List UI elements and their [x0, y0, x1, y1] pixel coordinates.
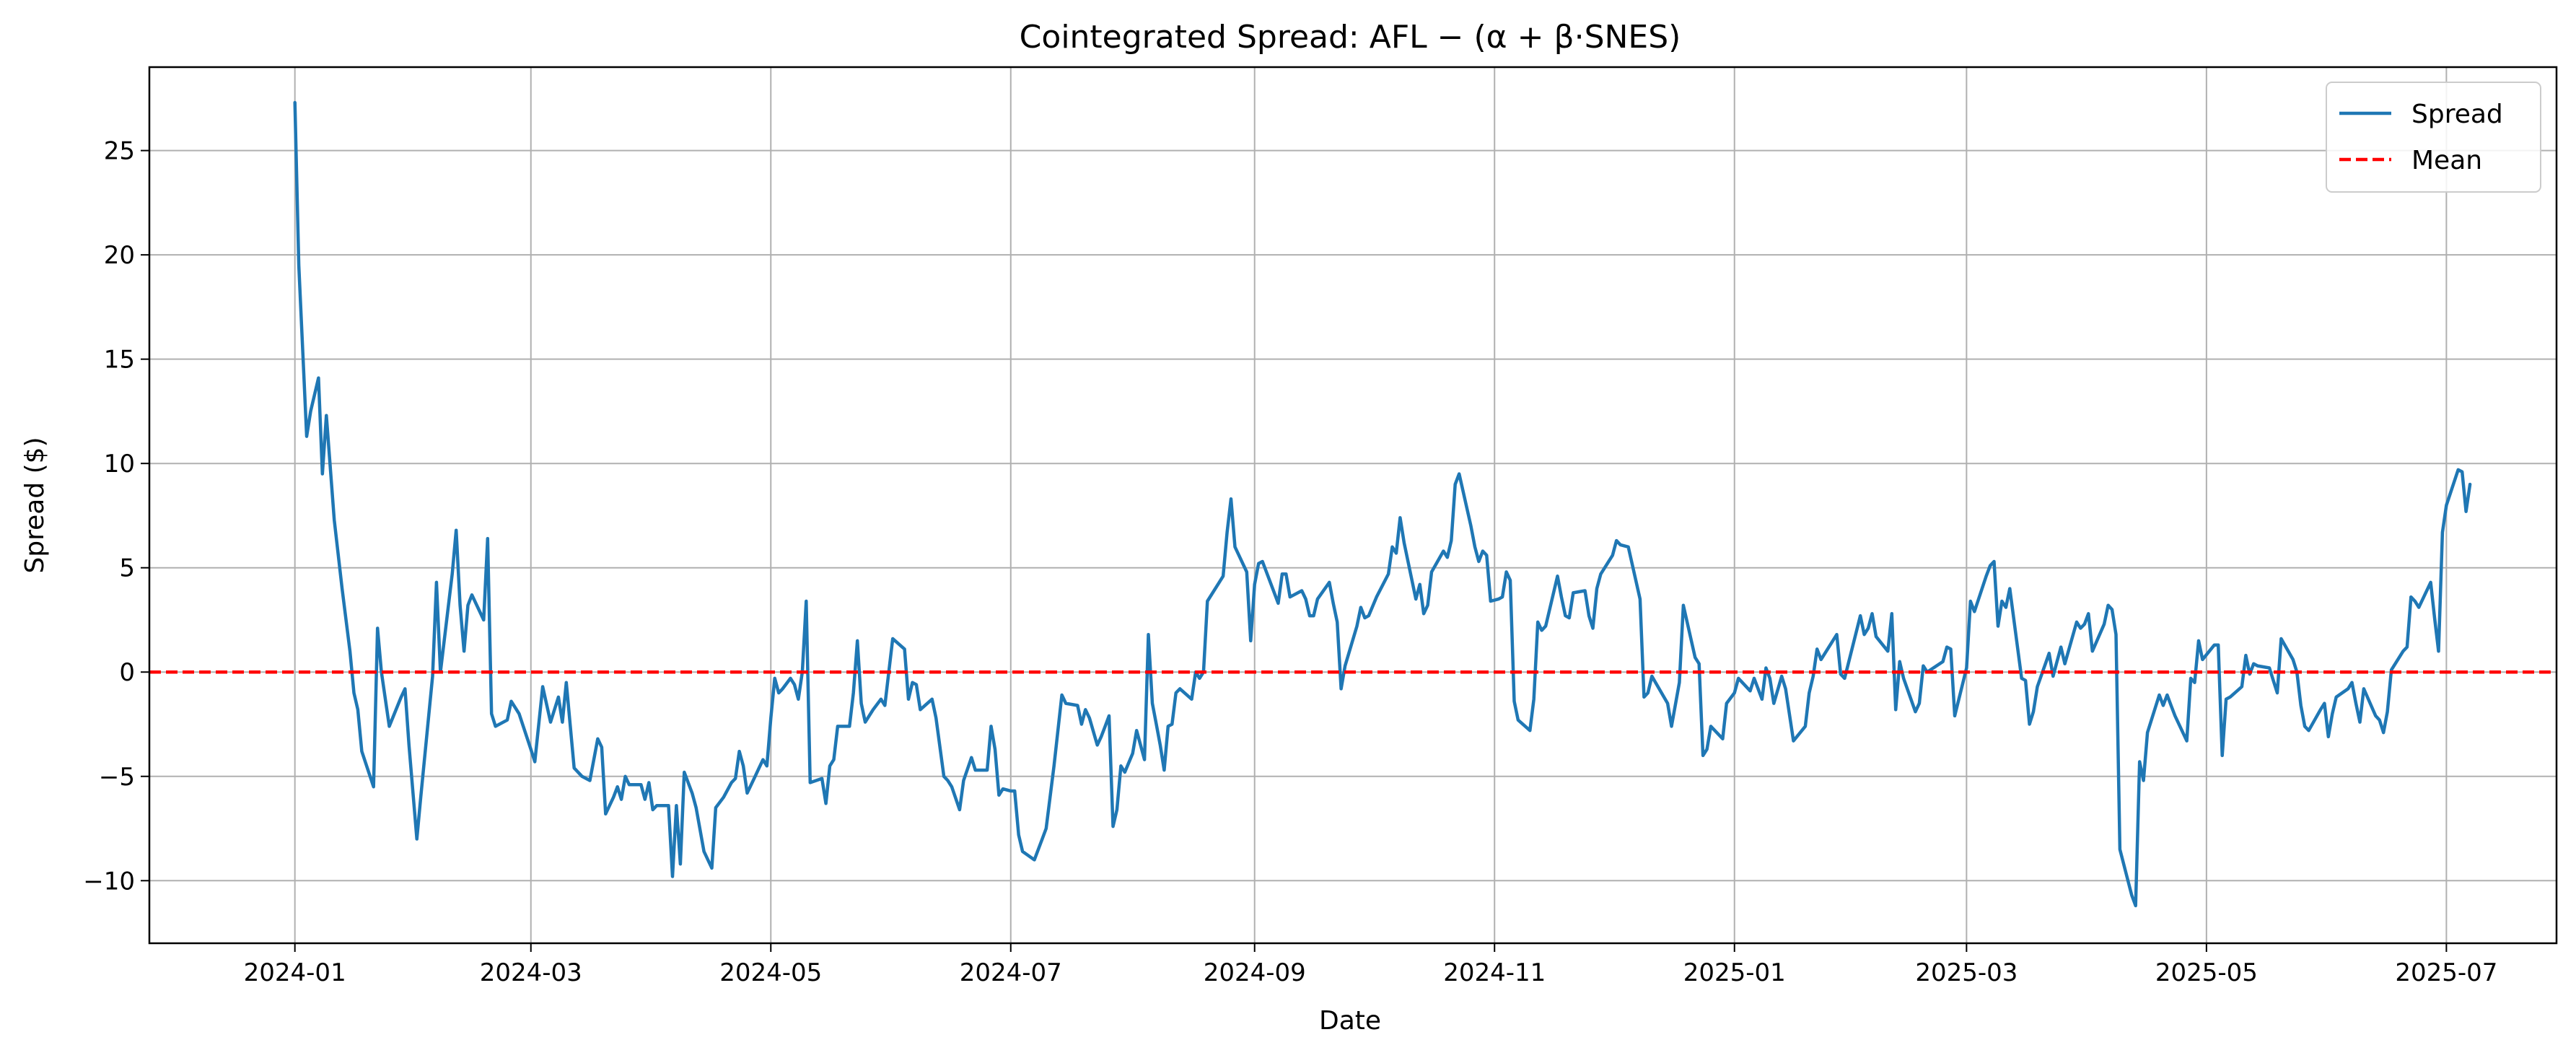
- chart-title: Cointegrated Spread: AFL − (α + β·SNES): [1020, 19, 1681, 56]
- x-tick-label: 2024-07: [960, 958, 1062, 987]
- legend-label: Mean: [2411, 146, 2482, 175]
- x-tick-label: 2025-05: [2155, 958, 2258, 987]
- legend: Spread Mean: [2326, 82, 2541, 193]
- y-tick-label: 20: [104, 241, 135, 270]
- legend-box: [2326, 82, 2541, 193]
- plot-area: [149, 100, 2557, 908]
- y-tick-label: 15: [104, 346, 135, 375]
- x-tick-label: 2025-07: [2395, 958, 2497, 987]
- x-tick-label: 2024-05: [719, 958, 822, 987]
- x-tick-label: 2025-03: [1915, 958, 2018, 987]
- y-tick-label: −10: [83, 867, 135, 896]
- y-tick-label: 0: [119, 658, 135, 687]
- y-tick-label: 10: [104, 450, 135, 478]
- y-tick-label: 5: [119, 554, 135, 583]
- x-tick-label: 2024-01: [244, 958, 346, 987]
- x-tick-label: 2024-03: [480, 958, 582, 987]
- legend-label: Spread: [2411, 100, 2503, 129]
- plot-frame: [148, 66, 2558, 945]
- axes: 2024-01 2024-03 2024-05 2024-07 2024-09 2024-…: [83, 66, 2558, 987]
- x-tick-label: 2025-01: [1683, 958, 1786, 987]
- y-tick-label: 25: [104, 137, 135, 166]
- x-tick-label: 2024-09: [1204, 958, 1306, 987]
- y-axis-label: Spread ($): [20, 437, 50, 573]
- spread-line: [293, 100, 2472, 908]
- y-tick-label: −5: [99, 763, 135, 792]
- x-tick-label: 2024-11: [1443, 958, 1546, 987]
- x-axis-label: Date: [1319, 1006, 1381, 1036]
